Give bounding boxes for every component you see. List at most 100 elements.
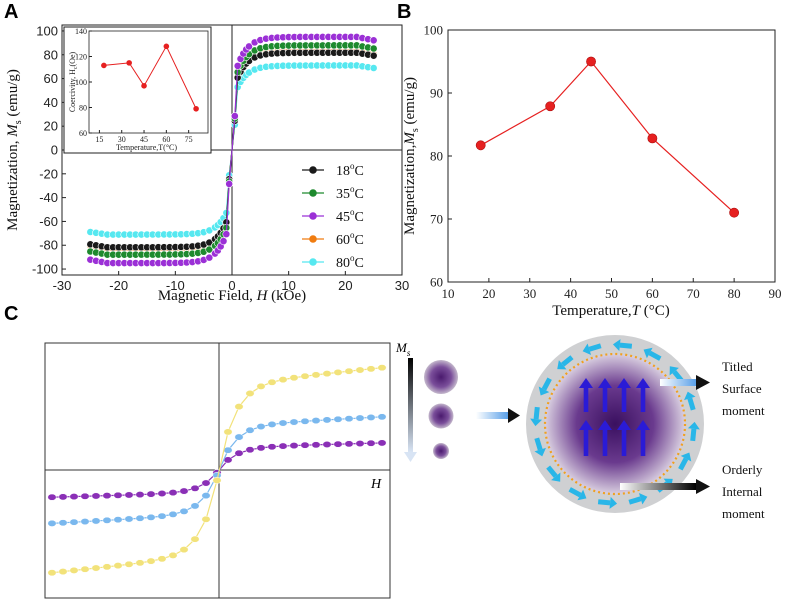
surface-arrow-head bbox=[557, 360, 567, 370]
curve-point-medium bbox=[278, 419, 288, 427]
point-45 bbox=[225, 180, 234, 188]
inset-xtick-label: 45 bbox=[140, 135, 148, 144]
surface-arrow-shaft bbox=[687, 397, 696, 411]
curve-point-large bbox=[289, 374, 299, 382]
curve-point-large bbox=[377, 364, 387, 372]
internal-arrow-shaft bbox=[621, 428, 627, 456]
curve-point-large bbox=[333, 368, 343, 376]
inset-xtick-label: 15 bbox=[95, 135, 103, 144]
surface-arrow-shaft bbox=[561, 355, 574, 367]
ms-label: Ms bbox=[395, 340, 411, 358]
curve-point-large bbox=[91, 564, 101, 572]
point-18 bbox=[369, 51, 378, 60]
legend-num: 35 bbox=[336, 187, 350, 202]
inset-ylabel: Coercivity, Hc(Oe) bbox=[68, 51, 79, 112]
legend-unit: C bbox=[355, 187, 364, 202]
legend-deg: o bbox=[350, 184, 355, 194]
curve-point-large bbox=[223, 428, 233, 436]
curve-point-large bbox=[344, 367, 354, 375]
legend-deg: o bbox=[350, 230, 355, 240]
legend-deg: o bbox=[350, 161, 355, 171]
curve-point-medium bbox=[201, 492, 211, 500]
curve-point-small bbox=[289, 442, 299, 450]
point-45 bbox=[222, 230, 231, 239]
surface-arrow-shaft bbox=[628, 496, 642, 505]
curve-point-small bbox=[234, 449, 244, 457]
internal-arrow-head bbox=[617, 378, 631, 388]
panel-b-point bbox=[729, 207, 740, 218]
panel-a-ylabel: Magnetization, Ms (emu/g) bbox=[5, 69, 24, 231]
curve-point-large bbox=[113, 562, 123, 570]
curve-point-large bbox=[102, 563, 112, 571]
panel-a-xtick-label: -20 bbox=[109, 278, 128, 293]
panel-a-xlabel: Magnetic Field, H (kOe) bbox=[158, 288, 306, 304]
curve-point-small bbox=[256, 444, 266, 452]
panel-b-xtick-label: 40 bbox=[564, 286, 577, 301]
curve-point-large bbox=[80, 565, 90, 573]
surface-arrow bbox=[534, 437, 546, 457]
curve-point-small bbox=[58, 493, 68, 501]
curve-point-medium bbox=[300, 417, 310, 425]
ms-gradient-bar bbox=[408, 358, 413, 452]
panel-b-xtick-label: 20 bbox=[482, 286, 495, 301]
inset-ylabel-main: Coercivity, H bbox=[68, 69, 77, 112]
surface-arrow bbox=[530, 406, 543, 427]
curve-point-medium bbox=[311, 417, 321, 425]
curve-point-large bbox=[47, 569, 57, 577]
surface-arrow bbox=[557, 355, 574, 370]
panel-b-point bbox=[545, 101, 556, 112]
panel-a-xtick-label: -30 bbox=[53, 278, 72, 293]
curve-point-small bbox=[179, 487, 189, 495]
ms-bar-arrowhead bbox=[404, 452, 417, 462]
point-45 bbox=[245, 42, 253, 51]
surface-arrow bbox=[684, 391, 696, 411]
inset-xlabel: Temperature,T(°C) bbox=[116, 143, 177, 152]
panel-label-b: B bbox=[397, 1, 411, 23]
internal-arrow-shaft bbox=[602, 386, 608, 412]
inset-coercivity-plot: 15 30 45 60 75 60 80 100 120 140 Temperature,T(°C)… bbox=[68, 27, 209, 152]
curve-point-large bbox=[179, 546, 189, 554]
curve-point-medium bbox=[377, 413, 387, 421]
curve-point-large bbox=[124, 560, 134, 568]
surface-arrow-head bbox=[582, 343, 592, 355]
internal-callout-head bbox=[696, 479, 710, 494]
curve-point-small bbox=[322, 441, 332, 448]
curve-point-medium bbox=[256, 423, 266, 430]
surface-arrow bbox=[597, 496, 618, 509]
panel-a-xtick-label: 10 bbox=[281, 278, 295, 293]
panel-c-curves bbox=[47, 364, 387, 577]
surface-arrow bbox=[546, 465, 561, 482]
surface-arrow bbox=[687, 421, 700, 442]
inset-point bbox=[193, 105, 199, 112]
curve-point-medium bbox=[124, 515, 134, 523]
curve-point-medium bbox=[366, 413, 376, 421]
internal-arrow-head bbox=[579, 420, 593, 430]
particle-small bbox=[433, 443, 449, 459]
point-35 bbox=[369, 44, 378, 53]
internal-arrow-shaft bbox=[583, 386, 589, 412]
curve-point-large bbox=[355, 366, 365, 374]
surface-arrow-head bbox=[534, 447, 546, 457]
curve-point-medium bbox=[135, 514, 145, 522]
curve-point-large bbox=[212, 476, 222, 484]
inset-ytick-label: 140 bbox=[75, 27, 87, 36]
curve-point-large bbox=[190, 535, 200, 543]
curve-point-medium bbox=[223, 446, 233, 454]
panel-b-point bbox=[475, 140, 486, 151]
surface-arrow-head bbox=[538, 386, 550, 396]
curve-point-medium bbox=[190, 502, 200, 510]
legend-marker-80 bbox=[309, 258, 317, 266]
panel-a-ytick-label: 60 bbox=[44, 71, 58, 86]
particle-large bbox=[424, 360, 458, 394]
surface-arrow bbox=[643, 347, 662, 361]
panel-b-ylabel: Magnetization,Ms (emu/g) bbox=[402, 77, 421, 235]
legend-marker-45 bbox=[309, 212, 317, 220]
panel-b-xtick-label: 60 bbox=[646, 286, 659, 301]
curve-point-small bbox=[168, 489, 178, 497]
curve-point-small bbox=[344, 440, 354, 448]
panel-a-ytick-label: -40 bbox=[39, 190, 58, 205]
legend-unit: C bbox=[355, 164, 364, 179]
curve-point-small bbox=[69, 493, 79, 501]
curve-point-small bbox=[80, 492, 90, 500]
